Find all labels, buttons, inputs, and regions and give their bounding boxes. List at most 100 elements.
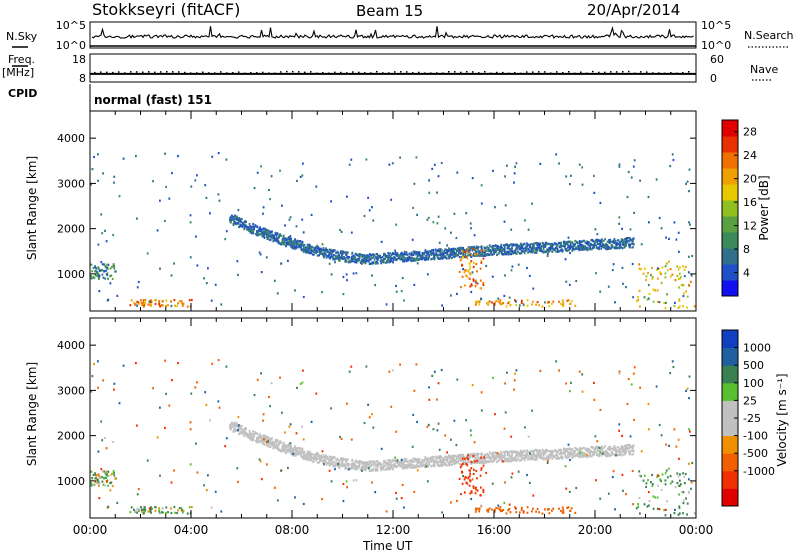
power-scatter-cell [508,296,511,299]
power-scatter-cell [257,234,259,237]
power-scatter-cell [555,242,557,246]
velocity-scatter-cell [332,463,335,466]
power-scatter-cell [159,267,161,270]
power-scatter-cell [579,247,581,250]
power-scatter-cell [478,254,480,257]
nave-dot [346,72,348,74]
power-scatter-cell [531,202,533,205]
power-scatter-cell [274,237,277,240]
velocity-scatter-cell [439,461,442,464]
velocity-scatter-cell [536,451,539,454]
power-scatter-cell [474,246,477,249]
velocity-scatter-cell [633,418,635,421]
velocity-scatter-cell [370,460,373,463]
power-scatter-cell [486,249,488,252]
power-scatter-cell [460,256,463,259]
power-scatter-cell [299,240,302,243]
velocity-scatter-cell [498,459,500,462]
power-scatter-cell [467,269,470,272]
power-scatter-cell [600,238,603,241]
velocity-scatter-cell [275,442,278,445]
power-scatter-cell [295,243,298,246]
power-scatter-cell [167,304,169,307]
power-scatter-cell [294,238,297,241]
velocity-scatter-cell [492,376,494,379]
velocity-scatter-cell [383,461,385,464]
velocity-scatter-cell [605,449,607,453]
velocity-scatter-cell [156,436,159,439]
velocity-scatter-cell [602,450,605,453]
power-scatter-cell [391,257,393,260]
velocity-scatter-cell [239,425,242,428]
power-scatter-cell [547,252,549,255]
velocity-scatter-cell [615,450,618,453]
nave-dot [220,71,222,73]
velocity-scatter-cell [177,362,179,365]
velocity-scatter-cell [188,506,191,509]
power-scatter-cell [503,245,506,248]
power-scatter-cell [522,303,525,306]
velocity-scatter-cell [490,457,493,460]
velocity-scatter-cell [638,496,641,499]
velocity-scatter-cell [621,473,624,476]
power-scatter-cell [323,249,326,252]
velocity-scatter-cell [494,458,497,461]
power-scatter-cell [466,257,469,260]
velocity-scatter-cell [311,460,314,463]
power-scatter-cell [240,217,243,221]
power-scatter-cell [488,300,491,303]
velocity-scatter-cell [381,467,383,470]
velocity-scatter-cell [533,458,536,461]
power-scatter-cell [417,258,420,261]
velocity-scatter-cell [322,461,325,464]
power-scatter-cell [439,254,442,257]
power-scatter-cell [321,291,323,294]
power-scatter-cell [536,301,539,304]
velocity-scatter-cell [464,491,466,494]
velocity-scatter-cell [382,466,385,469]
power-scatter-cell [547,248,550,251]
velocity-scatter-cell [290,447,293,450]
power-scatter-cell [344,257,347,260]
power-scatter-cell [430,253,433,256]
power-scatter-cell [460,252,463,255]
power-scatter-cell [365,256,368,259]
velocity-scatter-cell [102,379,104,382]
power-scatter-cell [458,270,461,273]
velocity-scatter-cell [476,507,479,510]
power-scatter-cell [632,243,635,246]
power-scatter-cell [265,234,268,237]
velocity-scatter-cell [469,429,472,432]
power-scatter-cell [241,225,244,228]
velocity-scatter-cell [593,450,596,453]
velocity-scatter-cell [107,505,110,508]
velocity-scatter-cell [302,438,305,441]
velocity-scatter-cell [691,461,694,465]
velocity-scatter-cell [516,451,519,455]
power-scatter-cell [595,246,598,249]
power-scatter-cell [589,245,592,248]
velocity-scatter-cell [391,464,393,467]
power-scatter-cell [529,251,532,254]
velocity-scatter-cell [517,452,520,455]
velocity-scatter-cell [582,455,585,458]
velocity-scatter-cell [413,389,416,392]
velocity-scatter-cell [380,469,383,472]
power-scatter-cell [607,247,609,250]
power-scatter-cell [313,248,316,251]
power-scatter-cell [468,247,471,251]
velocity-scatter-cell [218,406,221,409]
velocity-scatter-cell [186,512,189,515]
power-scatter-cell [268,238,271,241]
velocity-scatter-cell [387,464,389,467]
power-scatter-cell [100,261,103,264]
power-scatter-cell [376,258,379,261]
power-scatter-cell [261,235,264,238]
velocity-scatter-cell [516,454,519,457]
velocity-scatter-cell [408,459,411,462]
power-scatter-cell [288,237,291,240]
power-scatter-cell [586,246,589,250]
power-scatter-cell [488,244,491,247]
velocity-scatter-cell [374,467,377,471]
freq-frame [89,53,697,83]
